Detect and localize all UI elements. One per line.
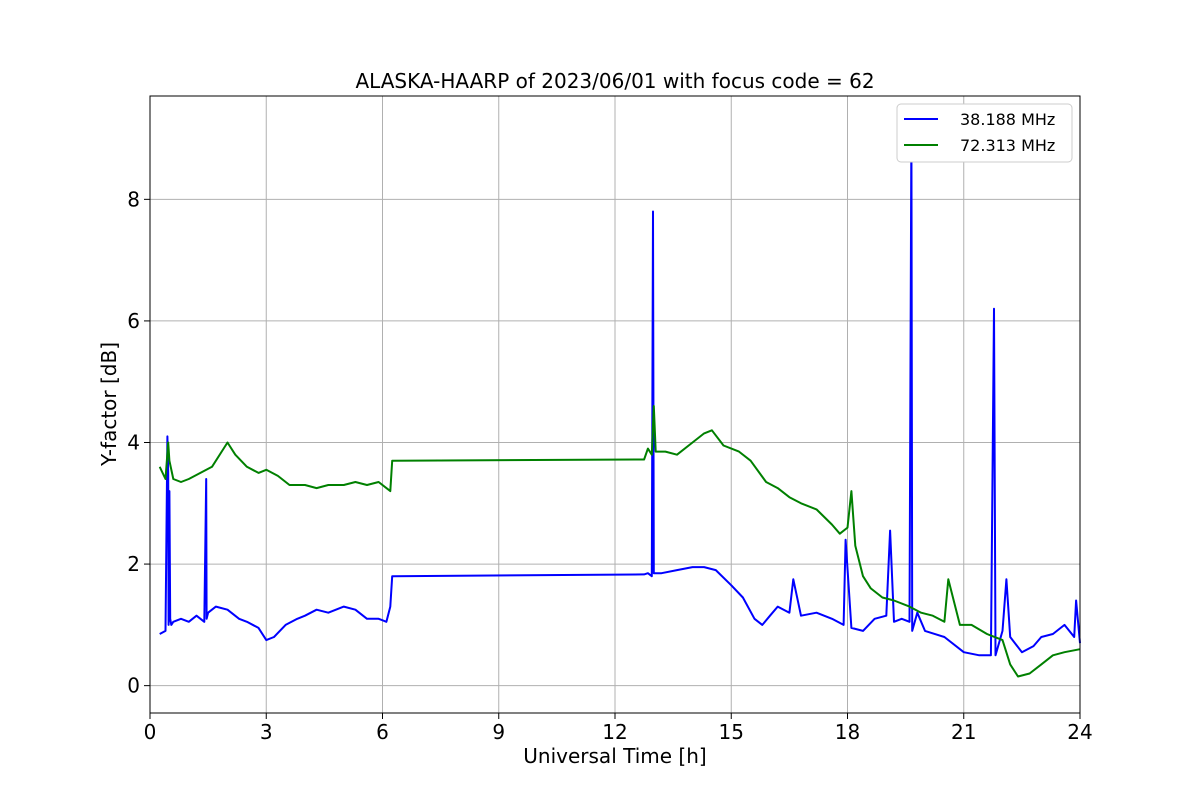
legend: 38.188 MHz 72.313 MHz	[896, 103, 1073, 163]
plot-lines	[158, 125, 1081, 678]
x-tick-label: 6	[376, 720, 389, 744]
series-line-38mhz	[159, 125, 1081, 657]
chart-title: ALASKA-HAARP of 2023/06/01 with focus co…	[355, 69, 874, 93]
x-tick-label: 18	[835, 720, 860, 744]
series-line-72mhz	[158, 405, 1081, 678]
x-tick-label: 21	[951, 720, 976, 744]
x-tick-label: 3	[260, 720, 273, 744]
legend-label-72mhz: 72.313 MHz	[960, 136, 1055, 155]
x-tick-label: 0	[144, 720, 157, 744]
x-tick-label: 15	[719, 720, 744, 744]
y-tick-label: 0	[127, 674, 140, 698]
y-axis-label: Y-factor [dB]	[97, 342, 121, 467]
y-tick-label: 2	[127, 552, 140, 576]
x-axis-label: Universal Time [h]	[523, 744, 706, 768]
y-tick-label: 6	[127, 309, 140, 333]
legend-box	[896, 103, 1073, 163]
x-tick-label: 9	[492, 720, 505, 744]
legend-label-38mhz: 38.188 MHz	[960, 110, 1055, 129]
x-tick-label: 12	[602, 720, 627, 744]
y-tick-label: 4	[127, 430, 140, 454]
y-tick-label: 8	[127, 187, 140, 211]
x-tick-label: 24	[1067, 720, 1092, 744]
